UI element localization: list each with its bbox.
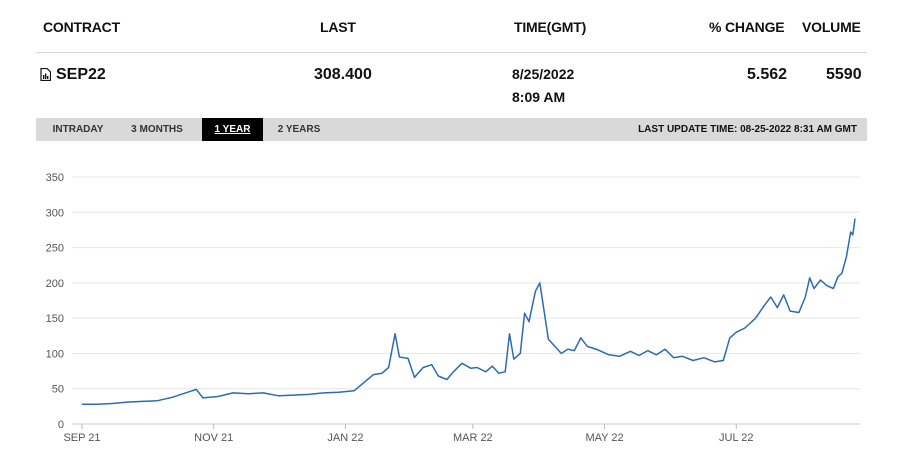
grid-lines <box>72 176 860 425</box>
y-tick-label: 300 <box>46 207 64 219</box>
percent-change: 5.562 <box>747 66 788 83</box>
x-tick-label: JAN 22 <box>327 432 363 444</box>
y-tick-label: 200 <box>46 278 64 290</box>
range-tab-bar: INTRADAY 3 MONTHS 1 YEAR 2 YEARS LAST UP… <box>36 118 867 141</box>
x-tick-label: MAY 22 <box>585 432 623 444</box>
last-price: 308.400 <box>314 66 372 83</box>
document-icon <box>40 67 52 86</box>
y-tick-label: 150 <box>46 313 64 325</box>
last-update-time: LAST UPDATE TIME: 08-25-2022 8:31 AM GMT <box>638 124 857 135</box>
y-tick-label: 250 <box>46 243 64 255</box>
x-tick-label: MAR 22 <box>453 432 493 444</box>
contract-name: SEP22 <box>56 66 106 83</box>
x-tick-label: JUL 22 <box>719 432 753 444</box>
header-contract: CONTRACT <box>43 19 120 35</box>
contract-cell[interactable]: SEP22 <box>40 66 106 86</box>
trade-time: 8:09 AM <box>512 89 566 105</box>
y-tick-label: 100 <box>46 348 64 360</box>
header-volume: VOLUME <box>802 19 861 35</box>
x-tick-label: SEP 21 <box>63 432 100 444</box>
price-chart: 0 50 100 150 200 250 300 350 SEP 21 NOV 21 JAN 22… <box>46 172 860 444</box>
header-time: TIME(GMT) <box>514 19 587 35</box>
series-line <box>82 218 856 405</box>
header-change: % CHANGE <box>709 19 785 35</box>
x-tick-label: NOV 21 <box>194 432 233 444</box>
tab-intraday[interactable]: INTRADAY <box>52 124 104 135</box>
y-tick-label: 50 <box>52 384 64 396</box>
trade-date: 8/25/2022 <box>512 66 575 82</box>
header-divider <box>36 52 867 53</box>
y-axis: 0 50 100 150 200 250 300 350 <box>46 172 64 431</box>
header-last: LAST <box>320 19 356 35</box>
tab-1-year[interactable]: 1 YEAR <box>202 118 263 141</box>
tab-3-months[interactable]: 3 MONTHS <box>131 124 183 135</box>
x-axis: SEP 21 NOV 21 JAN 22 MAR 22 MAY 22 JUL 22 <box>63 424 753 444</box>
y-tick-label: 0 <box>58 419 64 431</box>
volume-value: 5590 <box>826 66 862 83</box>
tab-2-years[interactable]: 2 YEARS <box>277 124 321 135</box>
y-tick-label: 350 <box>46 172 64 184</box>
